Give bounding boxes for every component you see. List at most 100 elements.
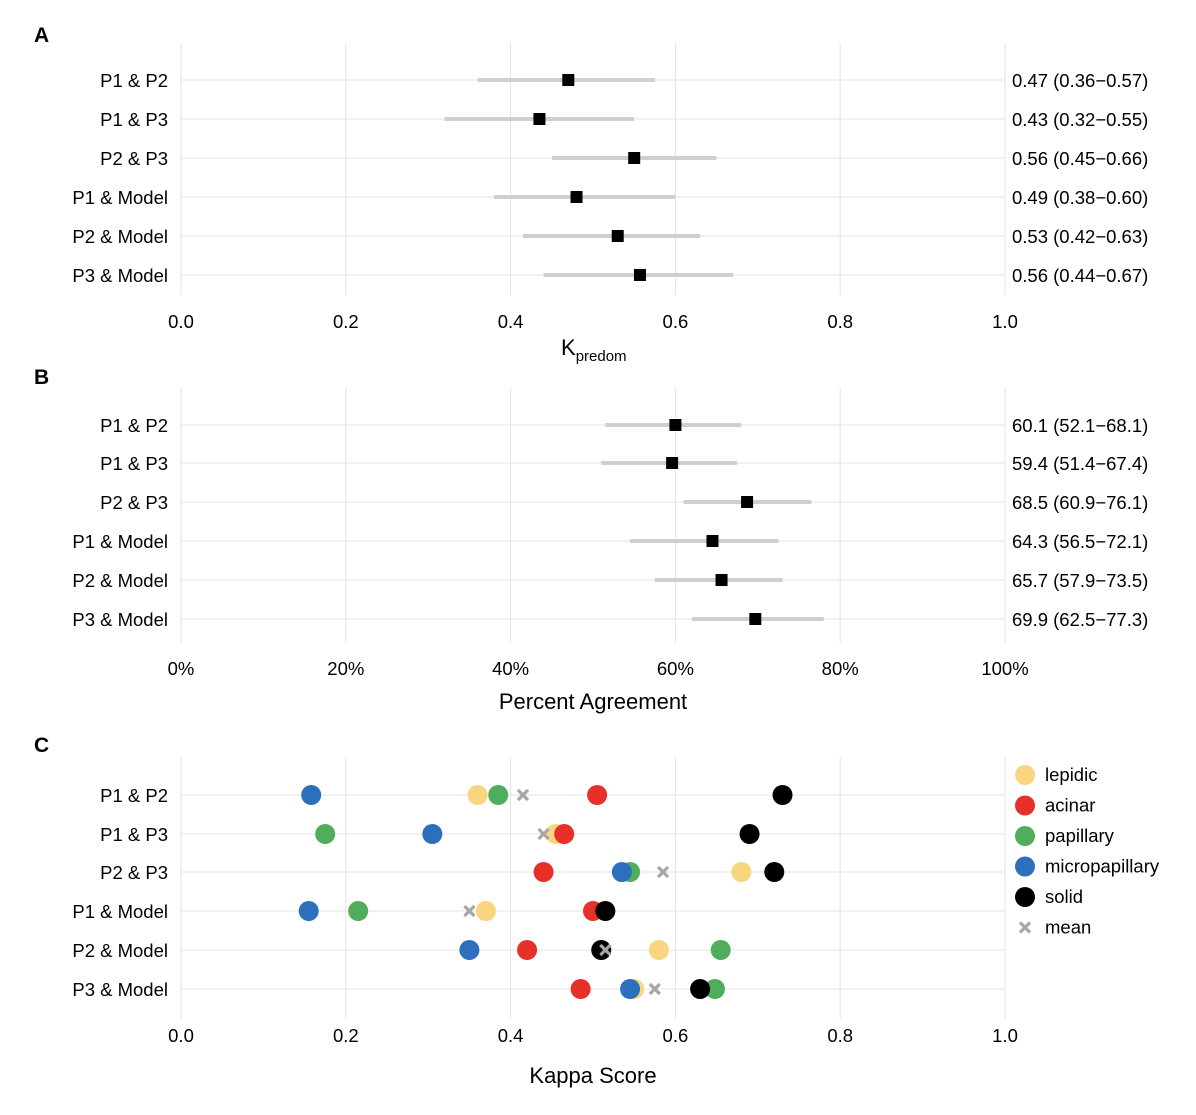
solid-point: [591, 940, 612, 960]
acinar-point: [517, 940, 538, 960]
x-tick-label: 0.0: [168, 311, 194, 332]
legend-label: mean: [1045, 917, 1091, 938]
micropapillary-point: [611, 862, 632, 882]
mean-marker: [648, 982, 661, 996]
legend-swatch: [1015, 826, 1035, 846]
estimate-marker: [611, 230, 624, 242]
mean-marker-stroke: [599, 943, 612, 957]
panel-c: C P1 & P2 P1 & P3 P2 & P3 P1 & Model P2 & Mod…: [34, 734, 1160, 1088]
mean-marker: [516, 788, 530, 802]
acinar-point: [533, 862, 554, 882]
legend-swatch: [1015, 856, 1035, 877]
x-tick-label: 60%: [657, 658, 694, 679]
estimate-annotation: 69.9 (62.5−77.3): [1012, 609, 1148, 630]
estimate-marker: [570, 191, 583, 203]
estimate-marker: [628, 152, 641, 164]
category-label: P1 & Model: [72, 187, 168, 208]
mean-marker: [656, 865, 670, 879]
x-axis-title-subscript: predom: [576, 348, 627, 365]
estimate-marker: [533, 113, 546, 125]
solid-point: [595, 901, 616, 921]
category-label: P2 & P3: [100, 148, 168, 169]
micropapillary-point: [298, 901, 319, 921]
papillary-point: [704, 979, 725, 999]
estimate-marker: [749, 613, 762, 625]
x-tick-label: 0.4: [498, 311, 524, 332]
estimate-marker: [715, 574, 728, 586]
x-tick-label: 1.0: [992, 311, 1018, 332]
mean-marker-stroke: [516, 788, 530, 802]
micropapillary-point: [459, 940, 480, 960]
x-tick-label: 0%: [168, 658, 195, 679]
x-tick-label: 0.8: [827, 311, 853, 332]
estimate-annotation: 68.5 (60.9−76.1): [1012, 492, 1148, 513]
estimate-annotation: 0.56 (0.45−0.66): [1012, 148, 1148, 169]
category-label: P3 & Model: [72, 265, 168, 286]
x-tick-label: 0.4: [498, 1025, 524, 1046]
estimate-marker: [741, 496, 754, 508]
legend-label: lepidic: [1045, 764, 1097, 785]
x-tick-label: 0.8: [827, 1025, 853, 1046]
papillary-point: [315, 824, 336, 844]
legend-label: papillary: [1045, 825, 1115, 846]
x-tick-label: 0.6: [663, 311, 689, 332]
category-label: P1 & P3: [100, 824, 168, 845]
estimate-annotation: 0.47 (0.36−0.57): [1012, 70, 1148, 91]
legend-swatch: [1015, 765, 1035, 785]
category-label: P2 & Model: [72, 226, 168, 247]
estimate-annotation: 0.43 (0.32−0.55): [1012, 109, 1148, 130]
estimate-annotation: 65.7 (57.9−73.5): [1012, 570, 1148, 591]
x-axis-title: Percent Agreement: [499, 689, 687, 714]
category-label: P3 & Model: [72, 609, 168, 630]
legend-mean-marker: [1018, 921, 1032, 934]
mean-marker-stroke: [656, 865, 670, 879]
estimate-annotation: 64.3 (56.5−72.1): [1012, 531, 1148, 552]
papillary-point: [348, 901, 369, 921]
legend-label: solid: [1045, 886, 1083, 907]
x-tick-label: 0.6: [663, 1025, 689, 1046]
category-label: P2 & Model: [72, 570, 168, 591]
mean-marker-stroke: [463, 904, 476, 918]
x-tick-label: 20%: [327, 658, 364, 679]
x-tick-label: 1.0: [992, 1025, 1018, 1046]
papillary-point: [710, 940, 731, 960]
panel-letter: B: [34, 366, 49, 389]
panel-letter: A: [34, 24, 49, 47]
lepidic-point: [648, 940, 669, 960]
mean-marker: [463, 904, 476, 918]
mean-marker-stroke: [537, 827, 550, 841]
estimate-marker: [666, 457, 679, 469]
estimate-annotation: 0.53 (0.42−0.63): [1012, 226, 1148, 247]
x-tick-label: 80%: [822, 658, 859, 679]
category-label: P2 & Model: [72, 940, 168, 961]
solid-point: [739, 824, 760, 844]
legend-swatch: [1015, 887, 1035, 907]
acinar-point: [587, 785, 608, 805]
category-label: P1 & P2: [100, 70, 168, 91]
solid-point: [764, 862, 785, 882]
solid-point: [772, 785, 793, 805]
panel-b: B P1 & P2 P1 & P3 P2 & P3 P1 & Model P2 & Mod…: [34, 366, 1148, 714]
estimate-marker: [706, 535, 719, 547]
solid-point: [690, 979, 711, 999]
category-label: P1 & P3: [100, 453, 168, 474]
x-axis-title: Kappa Score: [529, 1063, 656, 1088]
mean-marker-stroke: [648, 982, 661, 996]
category-label: P1 & P3: [100, 109, 168, 130]
micropapillary-point: [620, 979, 641, 999]
category-label: P1 & Model: [72, 531, 168, 552]
estimate-annotation: 59.4 (51.4−67.4): [1012, 453, 1148, 474]
x-tick-label: 0.0: [168, 1025, 194, 1046]
lepidic-point: [467, 785, 488, 805]
x-tick-label: 100%: [981, 658, 1028, 679]
category-label: P1 & P2: [100, 785, 168, 806]
estimate-marker: [562, 74, 575, 86]
estimate-marker: [633, 269, 646, 281]
estimate-annotation: 0.49 (0.38−0.60): [1012, 187, 1148, 208]
lepidic-point: [731, 862, 752, 882]
category-label: P2 & P3: [100, 862, 168, 883]
x-tick-label: 40%: [492, 658, 529, 679]
estimate-annotation: 60.1 (52.1−68.1): [1012, 415, 1148, 436]
x-tick-label: 0.2: [333, 1025, 359, 1046]
